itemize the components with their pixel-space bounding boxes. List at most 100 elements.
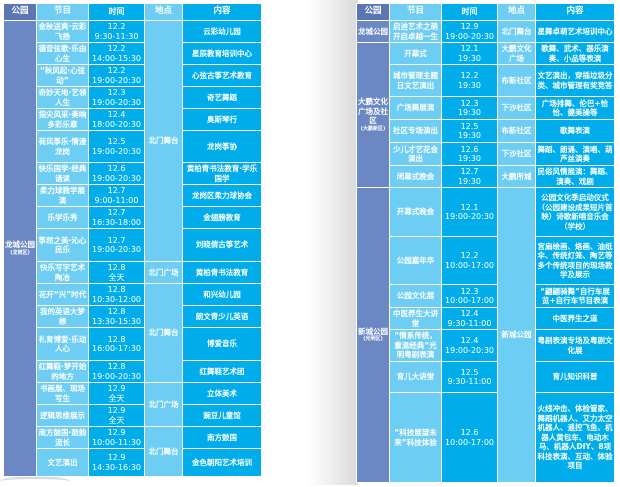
table-row: 指尖风采·奏响多彩乐章 12.4 18:00-20:30 奥斯琴行	[4, 108, 262, 131]
date-text: 12.9	[107, 406, 126, 415]
program-cell: 广场舞展演	[389, 96, 442, 120]
date-text: 12.4	[107, 110, 126, 119]
program-cell: 奇妙天地·艺领人生	[36, 86, 89, 109]
content-cell: 民俗风情展演：舞蹈、演奏、戏剧	[535, 165, 615, 188]
table-row: “科技展望未来”科技体验 12.6 10:00-17:00 火线冲击、体检管家、舞蹈机…	[357, 392, 615, 483]
time-text: 19:30	[457, 108, 482, 117]
table-row: 大鹏文化广场及社区 (大鹏新区) 开幕式 12.1 19:30 大鹏文化广场 歌舞、武术、器…	[356, 42, 615, 188]
location-cell: 北门广场	[144, 382, 183, 427]
time-text: 全天	[108, 415, 125, 425]
table-row: 快乐写字艺术陶冶 12.8 全天 北门广场 黄柏青书法教育	[4, 261, 262, 284]
time-cell: 12.9 全天	[88, 382, 145, 405]
time-cell: 12.6 19:00-20:30	[88, 162, 145, 185]
table-row: 花开“兴”时代 12.8 10:30-12:00 北门舞台 和兴幼儿园	[4, 283, 262, 383]
location-cell: 北门舞台	[144, 426, 183, 477]
table-row: 南方鼓国·鼓韵流长 12.9 10:00-11:30 北门舞台 南方鼓国	[4, 426, 262, 477]
time-cell: 12.8 19:00-20:30	[88, 360, 145, 383]
content-cell: 宫扇绘画、烙画、油纸伞、传统灯笼、陶艺等多个传统项目的现场教学及展示	[535, 236, 615, 285]
program-cell: 南方鼓国·鼓韵流长	[36, 426, 89, 449]
content-cell: 公园文化季启动仪式（公园建设成果短片首映）诗歌新唱音乐会（学校）	[535, 187, 615, 237]
time-cell: 12.7 16:30-18:00	[88, 206, 145, 229]
table-row: 书画展、现场写生 12.9 全天 北门广场 立体美术	[4, 382, 262, 427]
table-row: 柔力球教学展演 12.7 9:00-11:00 龙岗区柔力球协会	[4, 184, 262, 207]
content-cell: 黄柏青书法教育·学乐国学	[182, 162, 262, 185]
table-row: 红舞鞋·梦开始的地方 12.8 19:00-20:30 红舞鞋艺术团	[4, 360, 262, 383]
table-row: 乐学乐秀 12.7 16:30-18:00 金翅膀教育	[4, 206, 262, 229]
time-cell: 12.7 19:00-20:30	[88, 228, 145, 262]
table-row: 德音弦歌·乐由心生 12.2 14:00-15:30 星辰教育培训中心	[4, 42, 262, 65]
program-cell: 城市管理主题日文艺演出	[389, 64, 442, 97]
time-cell: 12.2 19:00-20:30	[88, 64, 145, 87]
date-text: 12.2	[107, 66, 126, 75]
time-cell: 12.2 10:00-17:00	[441, 236, 498, 285]
date-text: 12.2	[460, 71, 479, 80]
time-cell: 12.5 19:30	[441, 119, 498, 143]
time-text: 9:00-11:00	[94, 195, 139, 205]
location-cell: 北门舞台	[144, 20, 183, 262]
date-text: 12.8	[107, 362, 126, 371]
time-text: 18:00-20:30	[92, 119, 141, 129]
table-row: 公园文化展 12.3 10:00-17:00 “翩翩骑舞”自行车展览+自行车节目表演	[357, 284, 615, 308]
program-cell: 礼育博爱·乐动人心	[36, 327, 89, 361]
content-cell: 金翅膀教育	[182, 206, 262, 229]
program-cell: 社区专场演出	[389, 119, 442, 143]
date-text: 12.7	[460, 167, 479, 176]
time-text: 19:00-20:30	[92, 75, 141, 85]
time-cell: 12.9 10:00-11:30	[88, 426, 145, 449]
header-row: 公园 节目 时间 地点 内容	[356, 3, 615, 21]
table-row: 龙城公园 (龙岗区) 金秋送爽·云彩飞扬 12.2 9:30-11:30 北门舞台 云彩幼儿…	[3, 20, 262, 477]
time-text: 10:00-17:00	[445, 260, 494, 270]
time-text: 19:00-20:30	[445, 345, 494, 355]
content-cell: 粤剧表演专场及粤剧文化展	[535, 329, 615, 362]
time-text: 10:00-11:30	[92, 437, 141, 447]
time-cell: 12.5 9:30-11:00	[441, 361, 498, 393]
date-text: 12.1	[460, 202, 479, 212]
time-text: 16:00-17:30	[92, 344, 141, 353]
time-cell: 12.6 19:30	[441, 142, 498, 166]
content-cell: 龙岗筝协	[182, 130, 262, 163]
time-cell: 12.8 13:30-15:30	[88, 305, 145, 328]
date-text: 12.2	[107, 44, 126, 53]
park-cell: 龙城公园	[356, 20, 390, 43]
location-cell: 下沙社区	[497, 96, 536, 120]
table-row: 城市管理主题日文艺演出 12.2 19:30 布新社区 文艺演出，穿插垃圾分类、城市管理…	[357, 64, 615, 97]
header-program: 节目	[36, 3, 89, 21]
park-name: 龙城公园	[358, 26, 388, 36]
date-text: 12.8	[107, 263, 126, 272]
time-text: 14:30-16:30	[92, 462, 141, 472]
date-text: 12.8	[107, 307, 126, 316]
program-cell: 公园文化展	[389, 284, 442, 308]
location-cell: 北门舞台	[497, 20, 536, 43]
time-text: 10:30-12:00	[92, 294, 141, 304]
content-cell: 心弦古筝艺术教育	[182, 64, 262, 87]
date-text: 12.5	[460, 367, 479, 377]
header-park: 公园	[3, 3, 37, 21]
content-cell: 龙岗区柔力球协会	[182, 184, 262, 207]
time-cell: 12.8 16:00-17:30	[88, 327, 145, 361]
program-cell: 我的英语大梦想	[36, 305, 89, 328]
time-text: 19:30	[457, 80, 482, 90]
time-cell: 12.1 19:30	[441, 42, 498, 65]
date-text: 12.5	[460, 121, 479, 131]
content-cell: 黄柏青书法教育	[182, 261, 262, 284]
table-row: 礼育博爱·乐动人心 12.8 16:00-17:30 博爱音乐	[4, 327, 262, 361]
park-name: 大鹏文化广场及社区	[358, 97, 388, 126]
location-cell: 大鹏所城	[497, 165, 536, 188]
time-text: 19:30	[457, 53, 482, 63]
location-cell: 新城公园	[497, 187, 536, 483]
table-row: 文艺演出 12.9 14:30-16:30 金色朝阳艺术培训	[4, 448, 262, 477]
program-cell: “秋风起·心弦动”	[36, 64, 89, 87]
date-text: 12.8	[107, 285, 126, 294]
header-location: 地点	[497, 3, 536, 21]
program-cell: 公园嘉年华	[389, 236, 442, 285]
table-row: 广场舞展演 12.3 19:30 下沙社区 广场排舞、伦巴+恰恰、健美操等	[357, 96, 615, 120]
time-cell: 12.6 10:00-17:00	[441, 392, 498, 483]
content-cell: 舞蹈、朗诵、演唱、葫芦丝演奏	[535, 142, 615, 166]
time-cell: 12.9 14:30-16:30	[88, 448, 145, 477]
date-text: 12.4	[460, 309, 479, 318]
date-text: 12.5	[107, 137, 126, 146]
program-cell: 柔力球教学展演	[36, 184, 89, 207]
table-row: “秋风起·心弦动” 12.2 19:00-20:30 心弦古筝艺术教育	[4, 64, 262, 87]
location-cell: 北门广场	[144, 261, 183, 284]
time-cell: 12.3 19:00-20:30	[88, 86, 145, 109]
